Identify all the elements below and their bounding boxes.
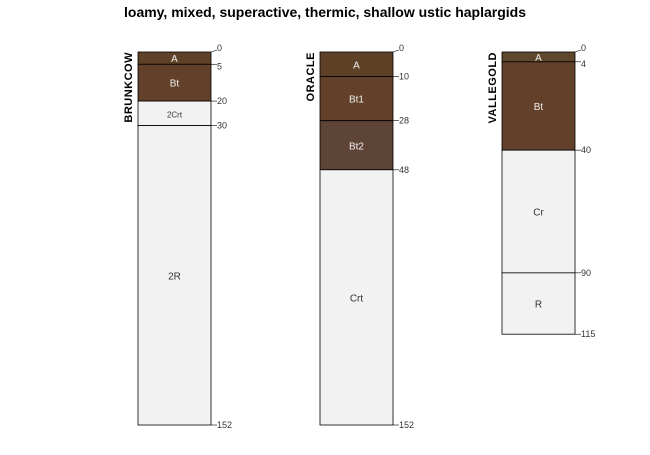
horizon-label: A	[353, 60, 360, 71]
horizon-a	[319, 51, 394, 77]
horizon-r	[501, 272, 576, 335]
depth-label: 115	[581, 329, 595, 339]
horizon-label: Bt	[534, 102, 544, 113]
horizon-label: Bt2	[349, 141, 364, 152]
profile-id-label: VALLEGOLD	[487, 52, 499, 124]
profile-oracle: ORACLE A Bt1 Bt2 Crt 0 10 28 48 152	[305, 43, 414, 430]
horizon-bt	[501, 61, 576, 151]
depth-label: 10	[399, 72, 409, 82]
profile-id-label: ORACLE	[305, 52, 317, 101]
horizon-cr	[501, 149, 576, 274]
horizon-label: R	[535, 300, 542, 311]
horizon-label: Cr	[533, 208, 544, 219]
profile-brunkcow: BRUNKCOW A Bt 2Crt 2R 0 5 20 30 152	[123, 43, 232, 430]
depth-label: 0	[217, 43, 222, 53]
horizon-label: 2Crt	[167, 110, 183, 119]
depth-label: 152	[399, 420, 414, 430]
depth-label: 20	[217, 96, 227, 106]
horizon-crt	[319, 169, 394, 426]
horizon-label: A	[171, 54, 178, 65]
depth-label: 0	[399, 43, 404, 53]
depth-label: 4	[581, 59, 586, 69]
depth-tick	[210, 49, 218, 53]
horizon-label: A	[535, 53, 542, 64]
horizon-bt2	[319, 120, 394, 171]
depth-label: 30	[217, 121, 227, 131]
depth-label: 48	[399, 165, 409, 175]
horizon-bt1	[319, 76, 394, 122]
profile-vallegold: VALLEGOLD A Bt Cr R 0 4 40 90 115	[487, 43, 595, 339]
horizon-bt	[137, 63, 212, 102]
depth-label: 152	[217, 420, 232, 430]
horizon-label: Bt	[170, 79, 180, 90]
profile-id-label: BRUNKCOW	[123, 52, 135, 123]
horizon-label: Bt1	[349, 95, 364, 106]
depth-label: 40	[581, 145, 591, 155]
depth-label: 28	[399, 116, 409, 126]
depth-label: 90	[581, 268, 591, 278]
depth-tick	[392, 49, 400, 53]
horizon-2crt	[137, 100, 212, 127]
depth-label: 5	[217, 61, 222, 71]
horizon-2r	[137, 125, 212, 426]
depth-tick	[574, 49, 582, 53]
depth-label: 0	[581, 43, 586, 53]
chart-title: loamy, mixed, superactive, thermic, shal…	[124, 4, 526, 20]
horizon-label: Crt	[350, 293, 364, 304]
horizon-label: 2R	[168, 271, 181, 282]
